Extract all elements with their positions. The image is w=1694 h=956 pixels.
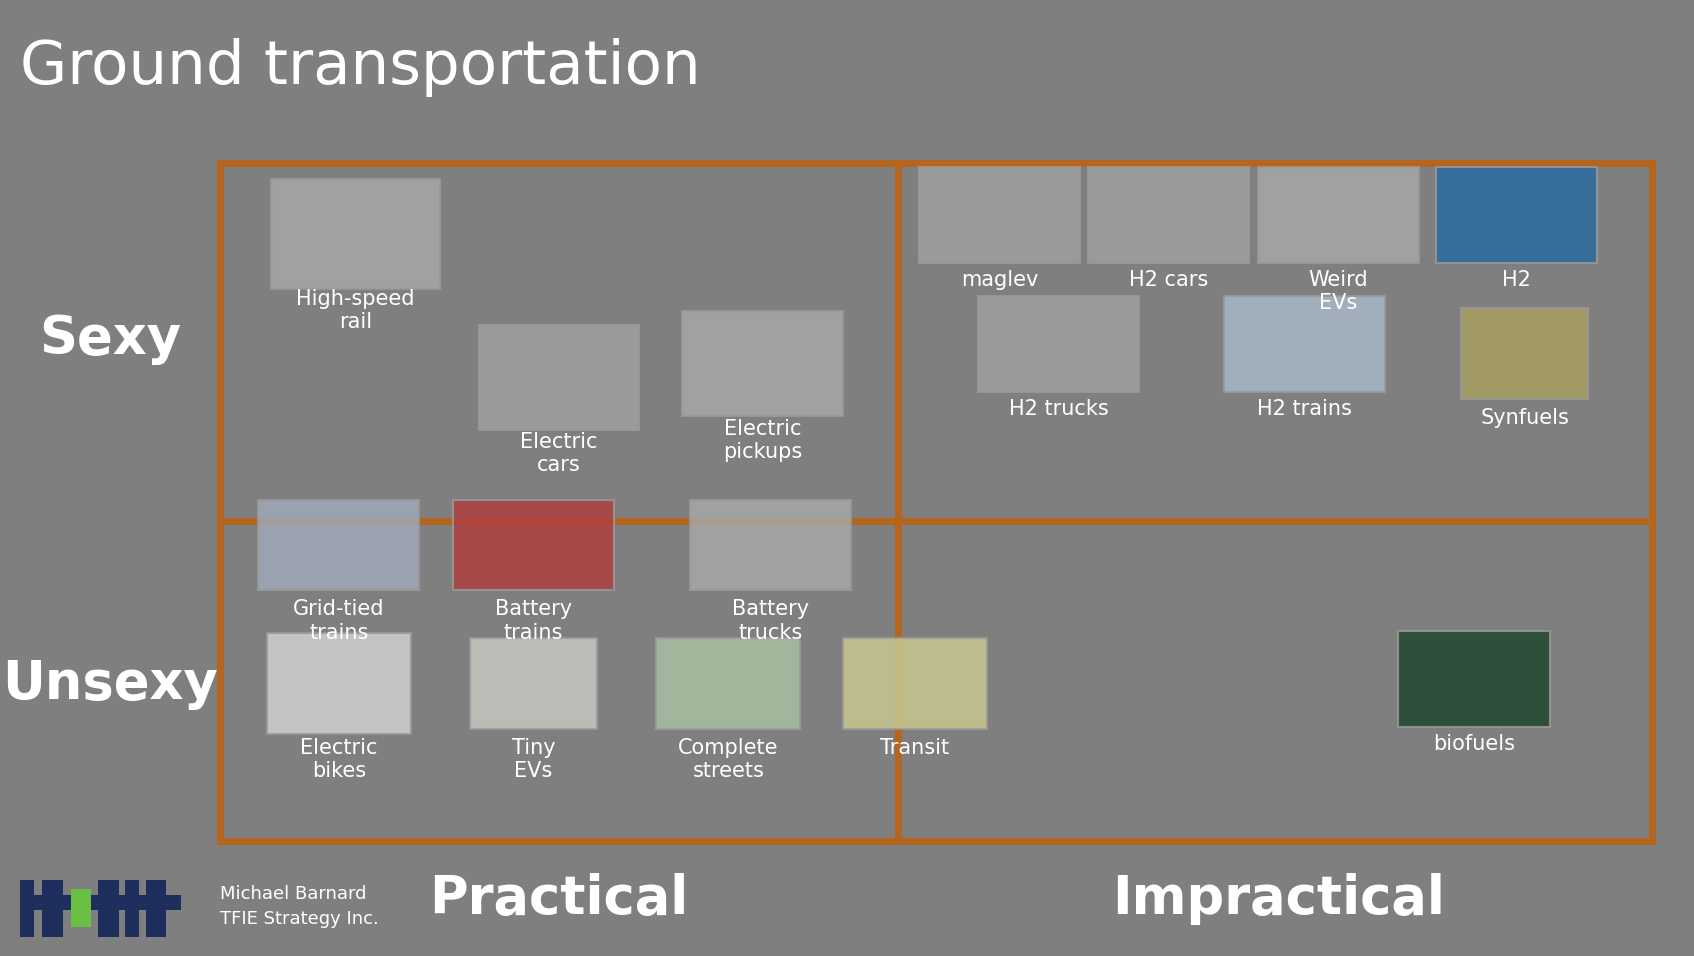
Text: Ground transportation: Ground transportation (20, 38, 701, 98)
Bar (71, 889, 91, 927)
Text: biofuels: biofuels (1433, 734, 1514, 754)
Text: Electric
bikes: Electric bikes (300, 738, 378, 781)
Bar (20, 880, 34, 937)
Bar (683, 311, 844, 416)
Bar (259, 499, 420, 590)
Text: Impractical: Impractical (1113, 873, 1445, 924)
Text: Unsexy: Unsexy (2, 658, 219, 709)
Text: Electric
cars: Electric cars (520, 432, 598, 475)
Text: H2 trains: H2 trains (1257, 399, 1352, 419)
Text: Electric
pickups: Electric pickups (723, 419, 801, 462)
Bar (20, 895, 181, 910)
Text: H2 cars: H2 cars (1130, 270, 1208, 290)
Bar (657, 639, 801, 729)
Text: Battery
trains: Battery trains (495, 599, 573, 642)
Bar (920, 167, 1081, 263)
Bar (42, 880, 63, 937)
Text: H2: H2 (1501, 270, 1531, 290)
Bar (1223, 296, 1386, 392)
Bar (268, 634, 412, 734)
Bar (146, 880, 166, 937)
Text: Synfuels: Synfuels (1481, 408, 1569, 428)
Text: Weird
EVs: Weird EVs (1308, 270, 1369, 313)
Bar (1088, 167, 1250, 263)
Bar (1398, 631, 1550, 727)
Bar (691, 499, 852, 590)
Text: High-speed
rail: High-speed rail (296, 289, 415, 332)
Text: Battery
trucks: Battery trucks (732, 599, 810, 642)
Bar (1437, 167, 1597, 263)
Bar (220, 163, 898, 521)
Bar (1259, 167, 1420, 263)
Bar (125, 880, 139, 937)
Bar (98, 880, 119, 937)
Text: H2 trucks: H2 trucks (1010, 399, 1108, 419)
Bar (220, 521, 898, 841)
Text: Complete
streets: Complete streets (678, 738, 779, 781)
Text: Grid-tied
trains: Grid-tied trains (293, 599, 385, 642)
Bar (454, 499, 615, 590)
Text: Transit: Transit (881, 738, 949, 758)
Bar (98, 895, 174, 910)
Text: Tiny
EVs: Tiny EVs (512, 738, 556, 781)
Bar (898, 163, 1652, 521)
Bar (979, 296, 1140, 392)
Bar (479, 325, 640, 430)
Text: Michael Barnard
TFIE Strategy Inc.: Michael Barnard TFIE Strategy Inc. (220, 885, 379, 927)
Bar (471, 639, 598, 729)
Bar (844, 639, 986, 729)
Text: maglev: maglev (960, 270, 1038, 290)
Bar (1462, 309, 1589, 400)
Text: Practical: Practical (429, 873, 689, 924)
Text: Sexy: Sexy (39, 314, 181, 365)
Bar (898, 521, 1652, 841)
Bar (271, 180, 440, 289)
